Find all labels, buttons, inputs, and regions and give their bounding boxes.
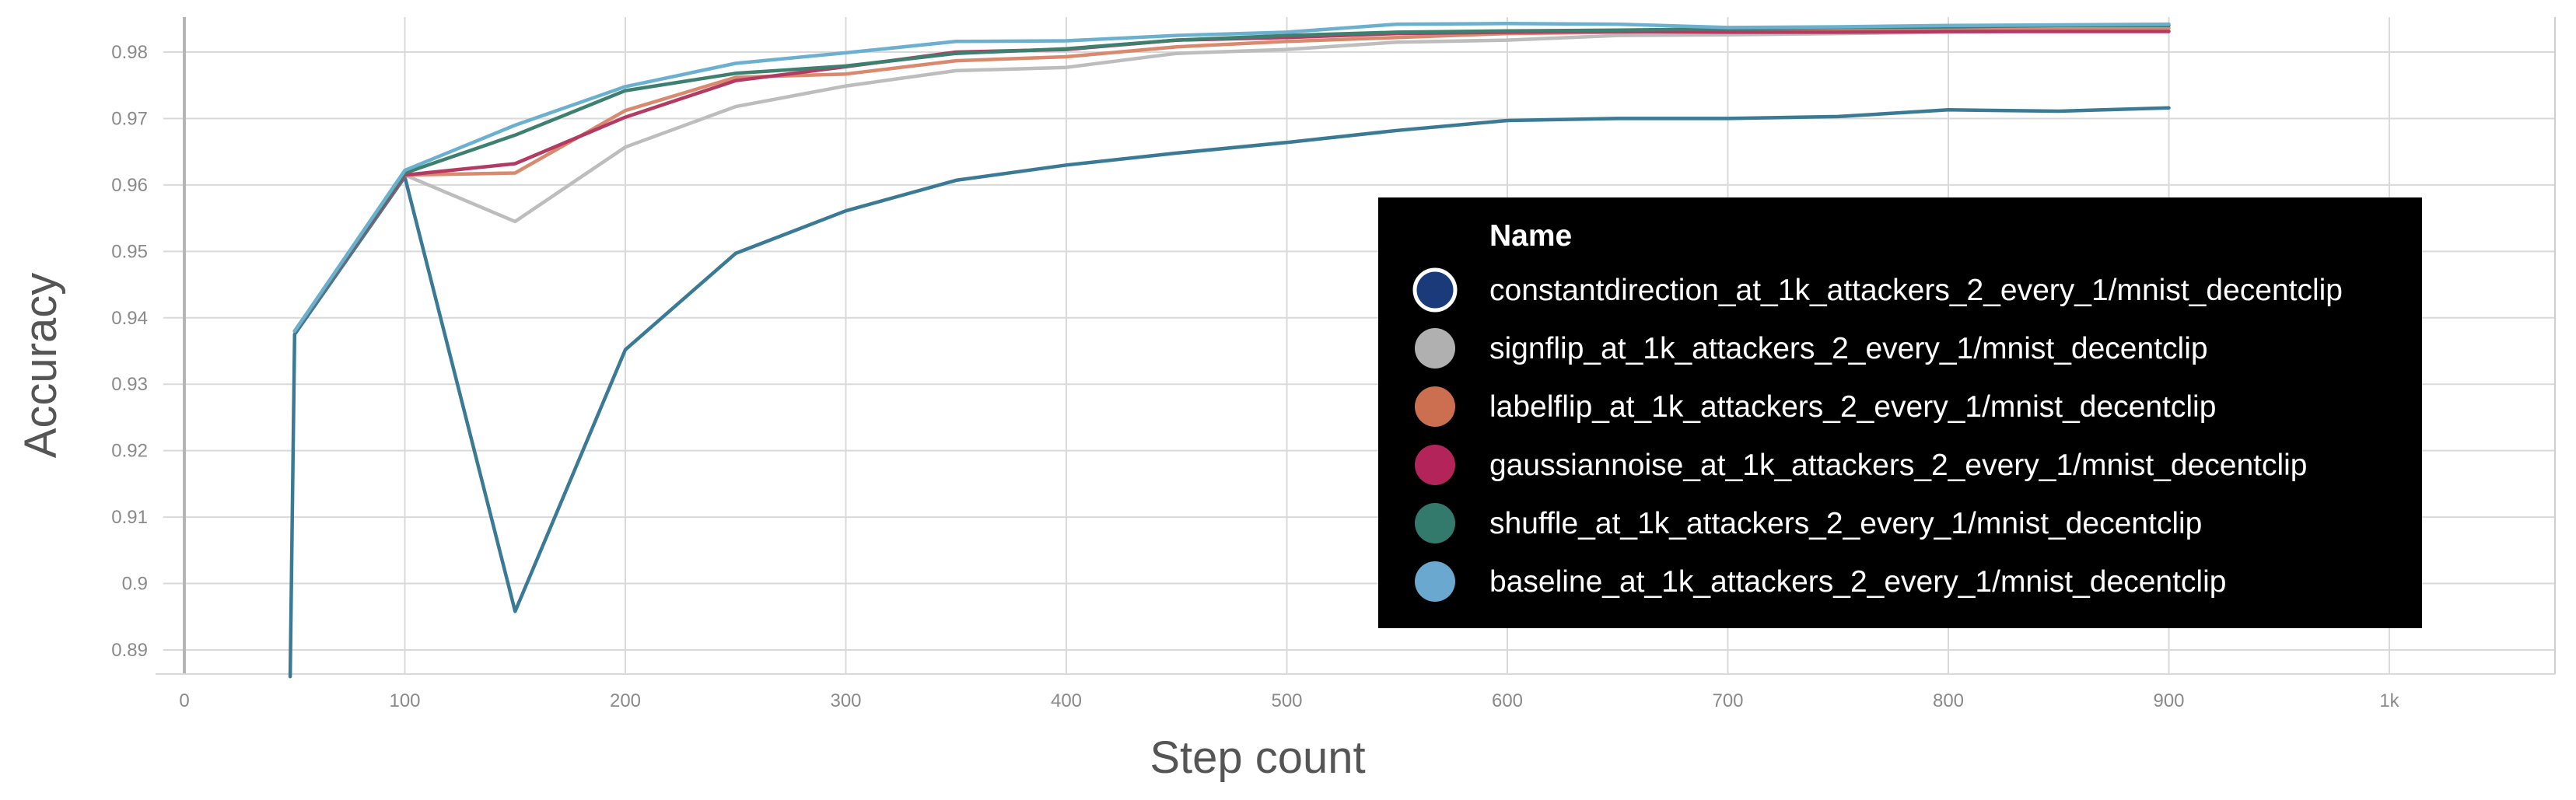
legend-label-3[interactable]: gaussiannoise_at_1k_attackers_2_every_1/… — [1489, 449, 2308, 482]
x-tick-label: 800 — [1933, 690, 1964, 711]
y-axis-title: Accuracy — [16, 273, 66, 459]
legend-swatch-4[interactable] — [1415, 503, 1455, 543]
x-tick-label: 0 — [179, 690, 189, 711]
legend-swatch-5[interactable] — [1415, 561, 1455, 602]
y-tick-label: 0.9 — [122, 574, 148, 595]
x-tick-label: 300 — [830, 690, 861, 711]
legend-label-5[interactable]: baseline_at_1k_attackers_2_every_1/mnist… — [1489, 565, 2226, 599]
y-tick-label: 0.96 — [111, 175, 148, 196]
x-tick-label: 200 — [610, 690, 641, 711]
x-tick-label: 600 — [1492, 690, 1523, 711]
legend-box — [1378, 197, 2422, 628]
y-tick-label: 0.95 — [111, 241, 148, 262]
x-axis-title: Step count — [1150, 732, 1365, 783]
y-tick-label: 0.98 — [111, 42, 148, 63]
y-tick-label: 0.97 — [111, 108, 148, 129]
series-layer — [288, 22, 2171, 679]
legend-swatch-0[interactable] — [1412, 267, 1458, 313]
x-tick-label: 700 — [1712, 690, 1743, 711]
x-tick-label: 500 — [1271, 690, 1302, 711]
y-tick-label: 0.94 — [111, 308, 148, 329]
legend-label-4[interactable]: shuffle_at_1k_attackers_2_every_1/mnist_… — [1489, 507, 2202, 540]
x-tick-label: 900 — [2153, 690, 2184, 711]
y-tick-label: 0.89 — [111, 640, 148, 661]
series-line-5 — [292, 22, 2171, 334]
legend-title: Name — [1489, 219, 1572, 253]
y-tick-label: 0.91 — [111, 507, 148, 528]
legend-swatch-1[interactable] — [1415, 328, 1455, 369]
legend-swatch-3[interactable] — [1415, 445, 1455, 485]
legend-label-1[interactable]: signflip_at_1k_attackers_2_every_1/mnist… — [1489, 332, 2208, 365]
legend-label-0[interactable]: constantdirection_at_1k_attackers_2_ever… — [1489, 274, 2343, 307]
legend-swatch-2[interactable] — [1415, 386, 1455, 427]
x-tick-label: 100 — [389, 690, 420, 711]
legend-label-2[interactable]: labelflip_at_1k_attackers_2_every_1/mnis… — [1489, 390, 2216, 424]
y-tick-label: 0.93 — [111, 374, 148, 395]
x-tick-label: 400 — [1051, 690, 1082, 711]
legend: Name constantdirection_at_1k_attackers_2_… — [1378, 197, 2422, 628]
series-line-0 — [288, 106, 2171, 679]
y-tick-label: 0.92 — [111, 441, 148, 462]
series-line-2 — [292, 26, 2171, 334]
x-tick-label: 1k — [2379, 690, 2399, 711]
axis-layer: 0.89 0.9 0.91 0.92 0.93 0.94 0.95 0.96 0.97 0.98 0… — [111, 17, 2556, 711]
